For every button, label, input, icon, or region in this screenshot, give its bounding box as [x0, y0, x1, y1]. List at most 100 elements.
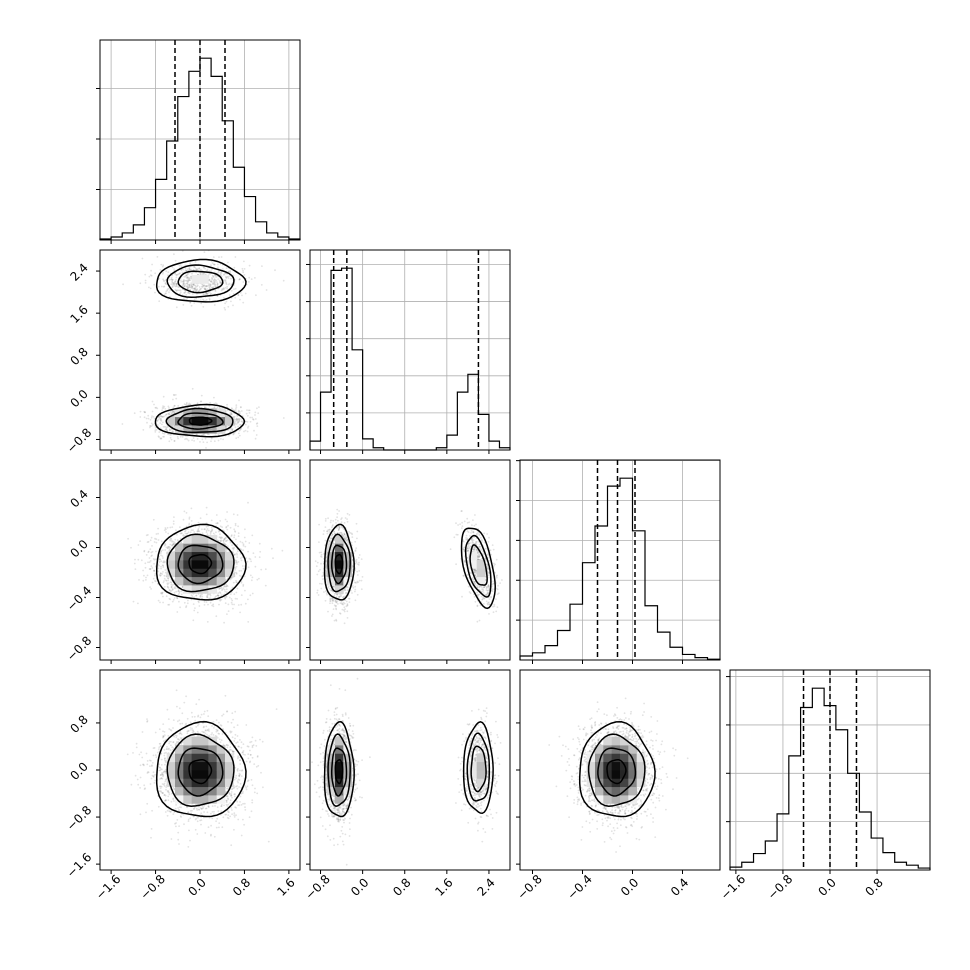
sample-point — [336, 508, 339, 511]
sample-point — [175, 306, 178, 309]
sample-point — [177, 437, 180, 440]
sample-point — [221, 287, 224, 290]
sample-point — [154, 429, 157, 432]
sample-point — [149, 539, 152, 542]
sample-point — [229, 526, 232, 529]
sample-point — [144, 279, 147, 282]
sample-point — [216, 403, 218, 405]
sample-point — [221, 589, 223, 592]
sample-point — [157, 418, 160, 421]
density-cell — [191, 543, 201, 553]
sample-point — [228, 275, 231, 277]
sample-point — [161, 265, 164, 268]
sample-point — [254, 565, 257, 568]
sample-point — [204, 299, 207, 302]
sample-point — [234, 409, 237, 412]
sample-point — [187, 528, 189, 530]
sample-point — [191, 595, 194, 598]
sample-point — [146, 541, 149, 543]
sample-point — [174, 273, 176, 275]
sample-point — [238, 420, 240, 422]
sample-point — [193, 596, 196, 599]
sample-point — [248, 276, 251, 279]
sample-point — [188, 292, 191, 295]
sample-point — [212, 532, 215, 535]
sample-point — [188, 267, 191, 269]
sample-point — [158, 564, 160, 567]
sample-point — [177, 593, 180, 596]
sample-point — [260, 568, 263, 571]
sample-point — [157, 532, 160, 535]
sample-point — [243, 430, 245, 433]
sample-point — [157, 285, 160, 288]
sample-point — [151, 423, 154, 426]
sample-point — [224, 518, 227, 521]
sample-point — [195, 433, 198, 436]
sample-point — [173, 516, 175, 518]
sample-point — [251, 416, 254, 419]
sample-point — [254, 437, 257, 440]
sample-point — [170, 585, 173, 588]
sample-point — [196, 611, 199, 614]
sample-point — [350, 541, 353, 544]
sample-point — [218, 279, 221, 282]
sample-point — [190, 276, 193, 278]
sample-point — [225, 276, 228, 279]
sample-point — [351, 592, 353, 594]
sample-point — [222, 541, 225, 544]
sample-point — [173, 439, 176, 442]
sample-point — [244, 602, 247, 605]
histogram-frame-1 — [309, 249, 511, 451]
sample-point — [274, 269, 276, 272]
sample-point — [206, 595, 208, 598]
sample-point — [209, 283, 212, 286]
sample-point — [335, 600, 338, 603]
sample-point — [206, 596, 209, 599]
sample-point — [214, 290, 217, 293]
sample-point — [210, 437, 213, 440]
sample-point — [171, 588, 174, 590]
sample-point — [196, 530, 199, 533]
sample-point — [212, 282, 215, 284]
sample-point — [222, 438, 225, 441]
sample-point — [218, 588, 221, 590]
sample-point — [208, 299, 211, 301]
sample-point — [190, 283, 193, 286]
sample-point — [230, 413, 233, 416]
sample-point — [175, 529, 177, 532]
sample-point — [198, 267, 201, 269]
sample-point — [163, 415, 165, 418]
sample-point — [121, 423, 124, 425]
sample-point — [154, 406, 157, 409]
scatter-panel-0-2 — [99, 459, 301, 661]
sample-point — [177, 273, 180, 276]
sample-point — [170, 278, 173, 281]
sample-point — [202, 284, 204, 286]
sample-point — [239, 557, 242, 560]
density-cell — [208, 585, 218, 594]
sample-point — [204, 273, 207, 276]
sample-point — [162, 564, 165, 567]
sample-point — [212, 280, 215, 283]
sample-point — [194, 266, 197, 269]
sample-point — [225, 591, 228, 594]
sample-point — [206, 441, 209, 444]
sample-point — [171, 600, 174, 603]
sample-point — [235, 572, 238, 575]
sample-point — [193, 531, 196, 533]
sample-point — [214, 596, 217, 599]
sample-point — [167, 412, 170, 415]
sample-point — [244, 420, 247, 423]
sample-point — [210, 280, 213, 282]
sample-point — [206, 288, 209, 290]
sample-point — [234, 567, 237, 570]
sample-point — [182, 280, 185, 283]
sample-point — [148, 568, 151, 570]
sample-point — [171, 544, 174, 547]
sample-point — [176, 533, 178, 536]
sample-point — [213, 278, 216, 280]
sample-point — [188, 284, 191, 287]
sample-point — [210, 264, 212, 267]
sample-point — [158, 561, 161, 563]
sample-point — [178, 264, 181, 267]
